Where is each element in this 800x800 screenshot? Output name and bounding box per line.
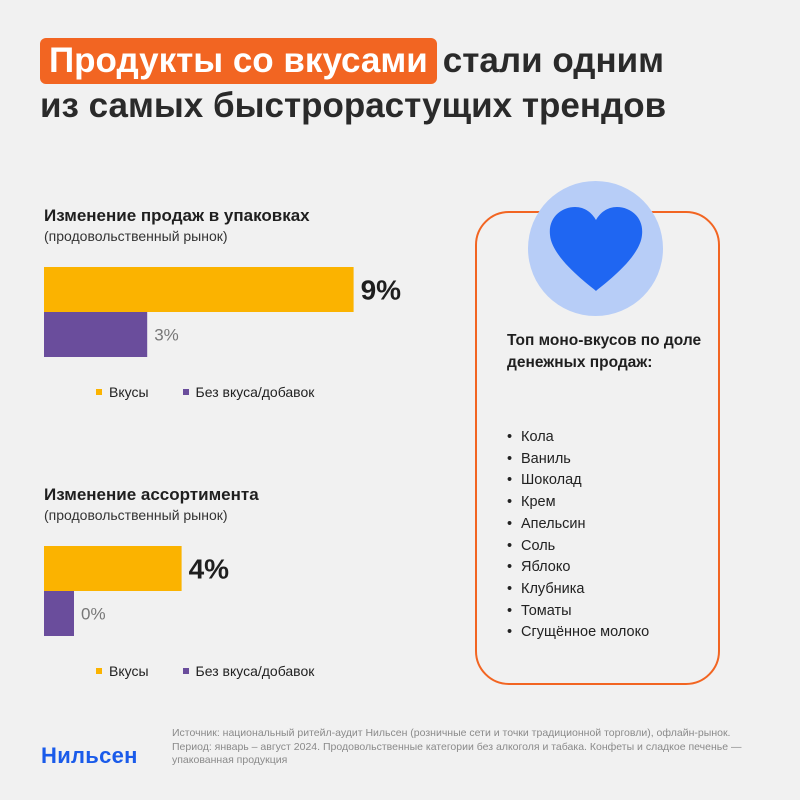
legend-swatch-flavored [96,668,102,674]
flavor-list-item: • Крем [507,492,649,514]
chart-legend: Вкусы Без вкуса/добавок [96,384,314,400]
flavor-list-item: • Яблоко [507,557,649,579]
flavor-name: Шоколад [521,472,582,489]
card-title: Топ моно-вкусов по доле денежных продаж: [507,332,702,371]
assortment-chart: Изменение ассортимента (продовольственны… [44,484,444,679]
flavor-list-item: • Соль [507,536,649,558]
flavor-list-item: • Сгущённое молоко [507,622,649,644]
legend-swatch-unflavored [182,668,189,674]
source-note: Источник: национальный ритейл-аудит Ниль… [172,727,742,766]
flavor-name: Крем [521,494,556,511]
bar-flavored [44,546,182,591]
chart-legend: Вкусы Без вкуса/добавок [96,663,314,679]
bullet-icon: • [507,602,513,619]
heart-icon [549,207,643,291]
bar-flavored [44,267,354,312]
bullet-icon: • [507,494,513,511]
chart-title: Изменение ассортимента [44,485,259,504]
flavor-list: • Кола • Ваниль • Шоколад • Крем • Апельсин • Соль •… [507,427,649,644]
flavor-name: Томаты [521,602,572,619]
bullet-icon: • [507,472,513,489]
sales-chart: Изменение продаж в упаковках (продовольс… [44,205,444,400]
title-highlight: Продукты со вкусами [40,38,437,84]
bar-unflavored [44,312,148,357]
legend-item-flavored: Вкусы [96,384,149,400]
bullet-icon: • [507,624,513,641]
flavor-list-item: • Клубника [507,579,649,601]
bullet-icon: • [507,580,513,597]
legend-label: Вкусы [109,384,149,400]
flavor-name: Кола [521,429,554,445]
legend-label: Вкусы [109,663,149,679]
legend-item-flavored: Вкусы [96,663,149,679]
flavor-name: Сгущённое молоко [521,624,650,641]
flavor-list-item: • Апельсин [507,514,649,536]
bar-value-label: 0% [81,605,106,624]
title-rest: стали одним [442,41,665,80]
bullet-icon: • [507,515,513,532]
chart-title: Изменение продаж в упаковках [44,206,310,225]
title-line-2: из самых быстрорастущих трендов [40,86,667,125]
assortment-bars: 4% 0% [44,546,230,636]
bar-value-label: 3% [154,326,179,345]
heart-badge [528,181,663,316]
flavor-name: Ваниль [521,450,571,467]
legend-item-unflavored: Без вкуса/добавок [182,384,315,400]
bar-value-label: 4% [189,554,230,585]
nielsen-logo: Нильсен [41,743,138,768]
legend-item-unflavored: Без вкуса/добавок [182,663,315,679]
flavor-name: Апельсин [521,515,586,532]
flavor-list-item: • Томаты [507,601,649,623]
chart-subtitle: (продовольственный рынок) [44,507,228,523]
bar-value-label: 9% [361,275,402,306]
legend-label: Без вкуса/добавок [195,663,315,679]
bullet-icon: • [507,537,513,554]
bullet-icon: • [507,559,513,576]
bullet-icon: • [507,450,513,467]
sales-bars: 9% 3% [44,267,402,357]
flavor-list-item: • Ваниль [507,449,649,471]
bar-unflavored [44,591,74,636]
title-line-1: Продукты со вкусами стали одним [40,38,780,84]
page-title: Продукты со вкусами стали одним из самых … [40,38,780,128]
legend-swatch-flavored [96,389,102,395]
bullet-icon: • [507,429,513,445]
legend-label: Без вкуса/добавок [195,384,315,400]
flavor-name: Яблоко [521,559,571,576]
flavor-name: Клубника [521,580,585,597]
flavor-list-item: • Шоколад [507,470,649,492]
legend-swatch-unflavored [182,389,189,395]
flavor-list-item: • Кола [507,427,649,449]
flavor-name: Соль [521,537,556,554]
chart-subtitle: (продовольственный рынок) [44,228,228,244]
